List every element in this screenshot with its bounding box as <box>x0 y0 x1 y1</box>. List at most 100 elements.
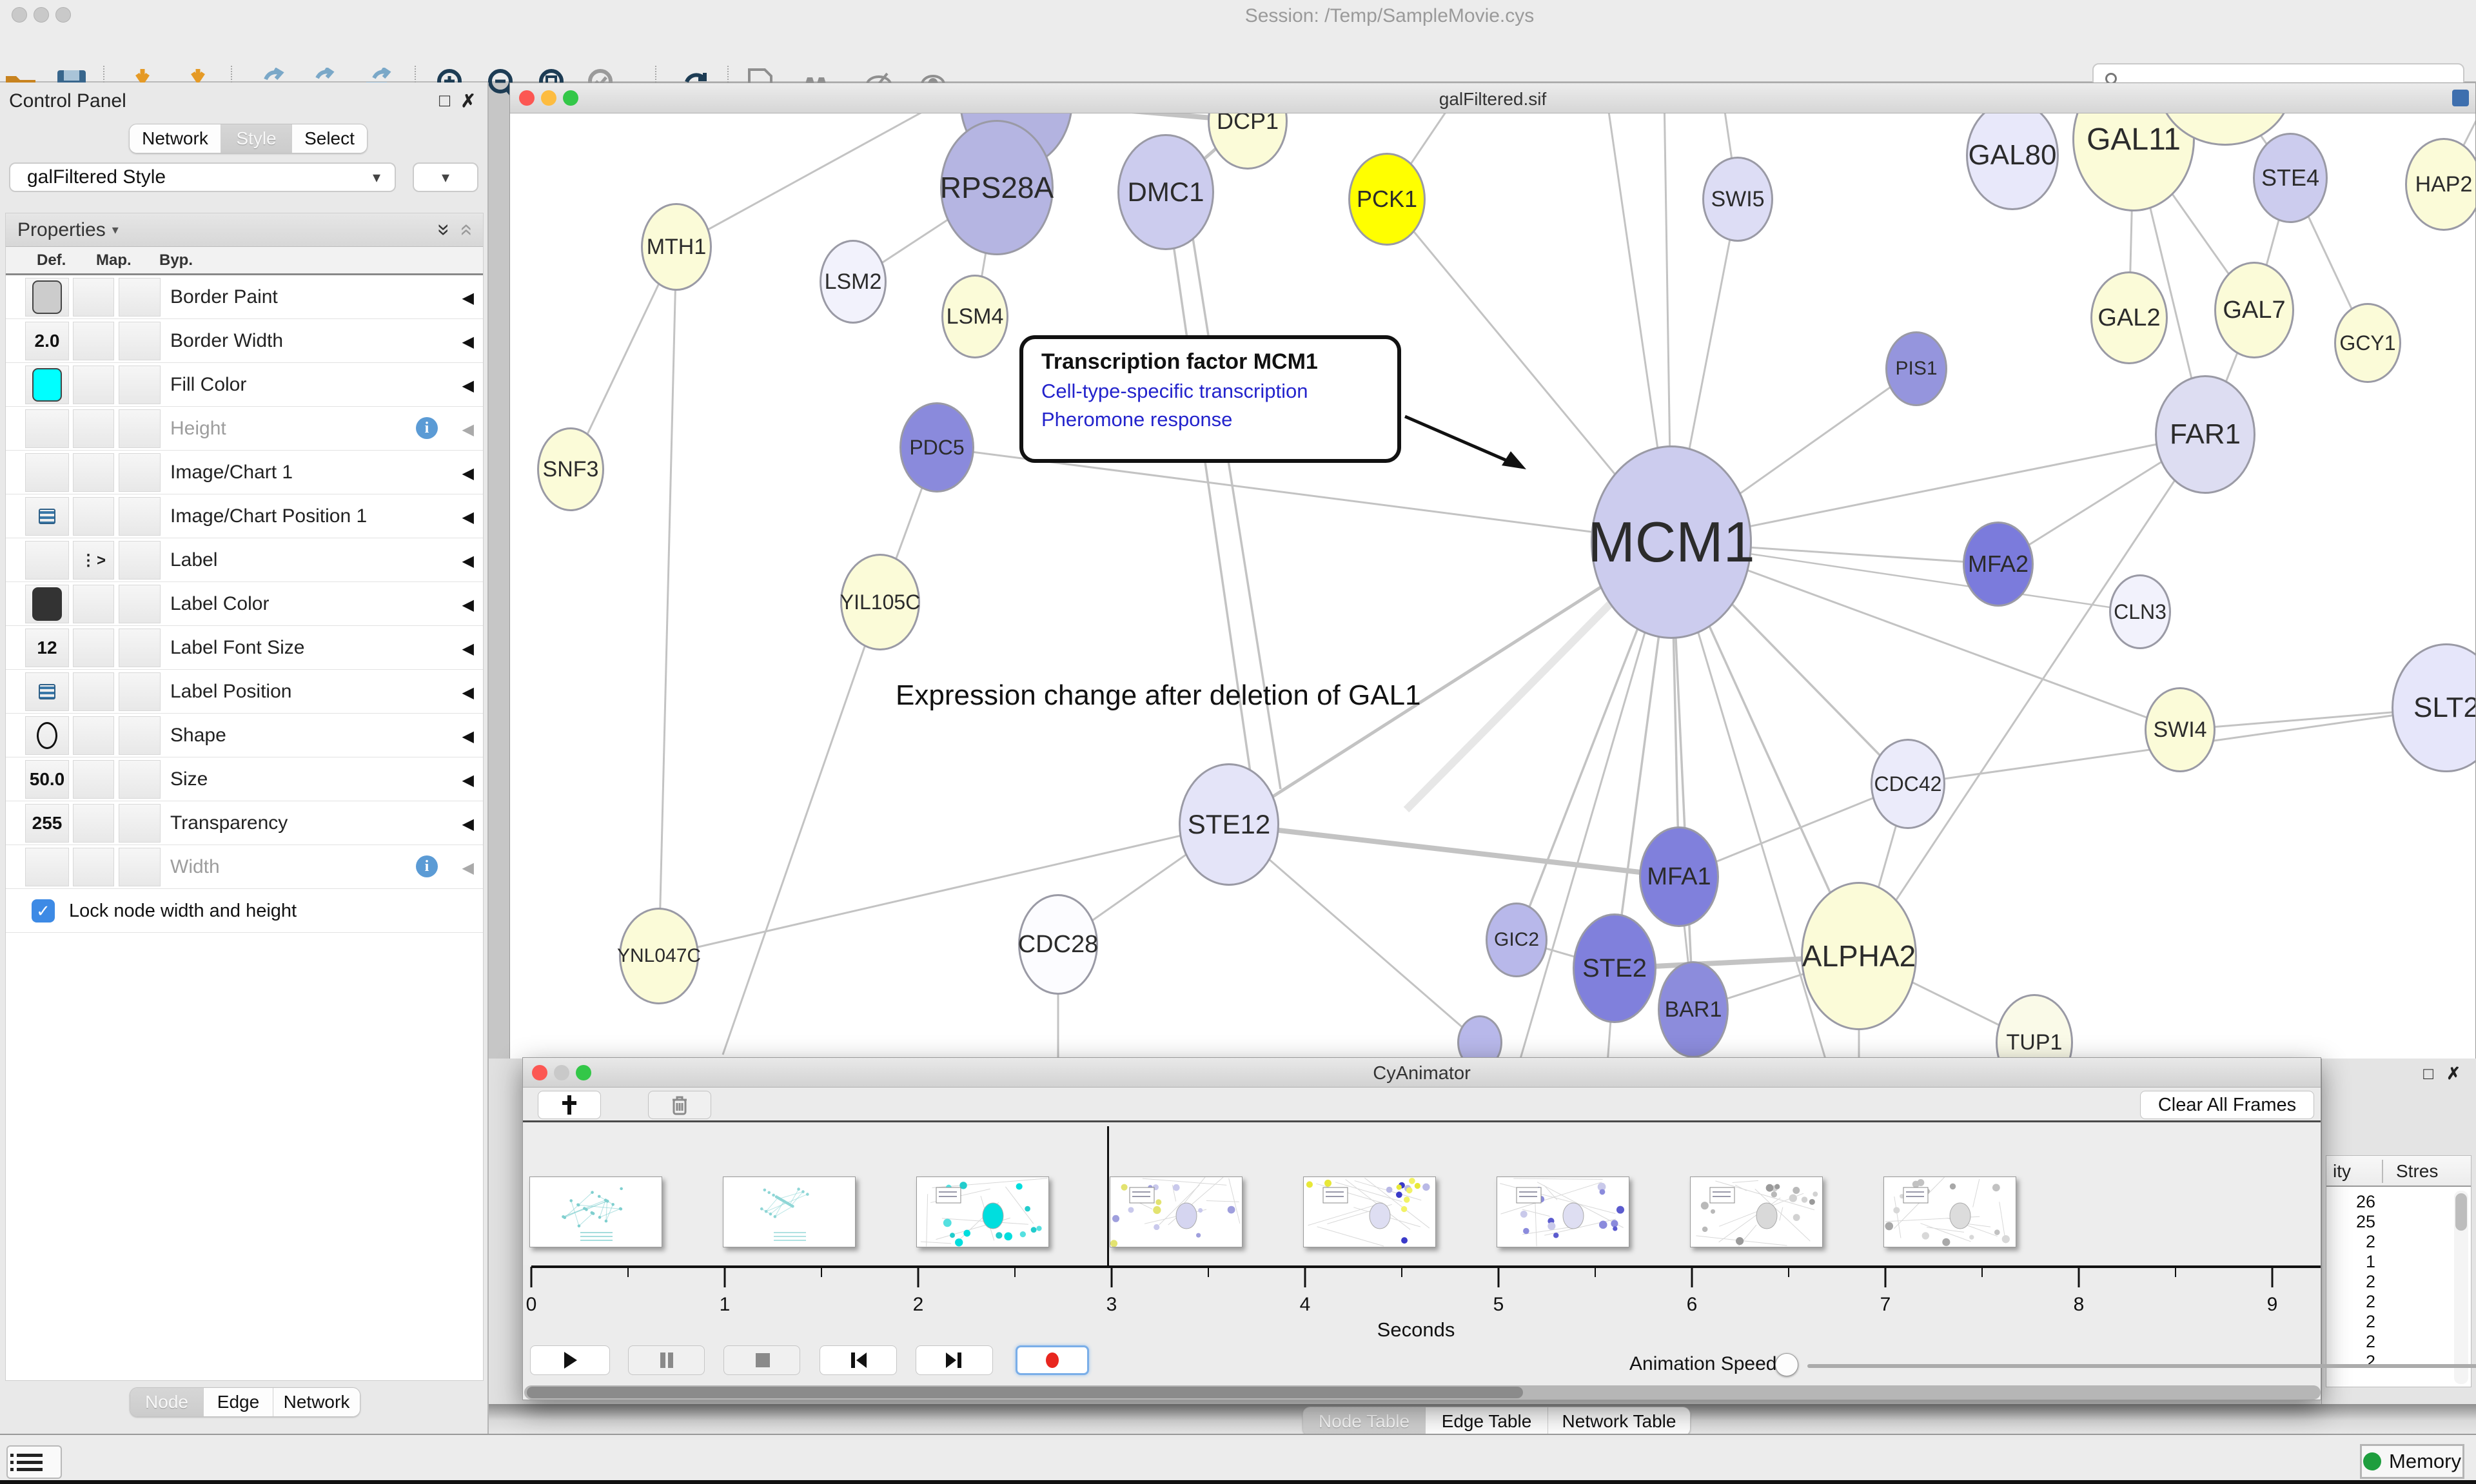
window-close-button[interactable] <box>12 7 27 23</box>
lock-node-size-checkbox[interactable]: ✓ <box>32 899 55 923</box>
byp-cell[interactable] <box>119 804 161 843</box>
network-node-yil105c[interactable]: YIL105C <box>840 554 920 650</box>
timeline-ruler[interactable] <box>523 1265 2322 1294</box>
panel-close-icon[interactable]: ✗ <box>2446 1064 2461 1083</box>
byp-cell[interactable] <box>119 409 161 448</box>
property-row-width[interactable]: Width i ◀ <box>6 845 483 889</box>
def-cell[interactable]: 50.0 <box>25 760 69 799</box>
network-node-gic2[interactable]: GIC2 <box>1486 903 1548 977</box>
memory-button[interactable]: Memory <box>2360 1444 2464 1479</box>
cyanimator-close-button[interactable] <box>532 1065 547 1080</box>
network-node-lsm4[interactable]: LSM4 <box>941 275 1008 358</box>
network-node-hap2[interactable]: HAP2 <box>2405 138 2475 231</box>
column-centrality[interactable]: ity <box>2333 1161 2351 1181</box>
table-row[interactable]: 2 <box>2365 1232 2375 1251</box>
window-zoom-button[interactable] <box>55 7 71 23</box>
property-row-border-width[interactable]: 2.0 Border Width ◀ <box>6 319 483 363</box>
table-row[interactable]: 25 <box>2355 1212 2375 1231</box>
table-row[interactable]: 2 <box>2365 1332 2375 1351</box>
task-history-button[interactable] <box>6 1445 62 1479</box>
expand-property-icon[interactable]: ◀ <box>462 815 474 833</box>
def-cell[interactable]: 2.0 <box>25 322 69 360</box>
property-row-label-font-size[interactable]: 12 Label Font Size ◀ <box>6 626 483 670</box>
network-node-alpha2[interactable]: ALPHA2 <box>1801 882 1917 1030</box>
table-row[interactable]: 2 <box>2365 1272 2375 1291</box>
byp-cell[interactable] <box>119 848 161 886</box>
network-node-gcy1[interactable]: GCY1 <box>2334 303 2401 383</box>
network-node-snf3[interactable]: SNF3 <box>537 427 604 511</box>
byp-cell[interactable] <box>119 672 161 711</box>
network-node-cdc28[interactable]: CDC28 <box>1018 894 1098 995</box>
byp-cell[interactable] <box>119 760 161 799</box>
def-cell[interactable]: 12 <box>25 629 69 667</box>
cyanimator-hscrollbar[interactable] <box>524 1385 2321 1400</box>
tab-style[interactable]: Style <box>221 124 292 153</box>
record-button[interactable] <box>1016 1345 1089 1375</box>
tab-node-table[interactable]: Node Table <box>1303 1407 1426 1436</box>
add-frame-button[interactable] <box>538 1091 601 1119</box>
map-cell[interactable] <box>73 366 114 404</box>
tab-edge[interactable]: Edge <box>204 1388 273 1416</box>
style-options-button[interactable]: ▾ <box>413 162 478 192</box>
expand-property-icon[interactable]: ◀ <box>462 684 474 701</box>
def-cell[interactable] <box>25 453 69 492</box>
map-cell[interactable] <box>73 278 114 317</box>
map-cell[interactable] <box>73 672 114 711</box>
property-row-height[interactable]: Height i ◀ <box>6 407 483 451</box>
pause-button[interactable] <box>628 1345 705 1375</box>
frame-thumbnail-4[interactable] <box>1303 1176 1436 1247</box>
play-button[interactable] <box>530 1345 610 1375</box>
network-node-dmc1[interactable]: DMC1 <box>1117 134 1214 250</box>
property-row-image-chart-position-1[interactable]: Image/Chart Position 1 ◀ <box>6 494 483 538</box>
network-node-bar1[interactable]: BAR1 <box>1658 961 1729 1058</box>
network-node-ste2[interactable]: STE2 <box>1573 913 1656 1023</box>
frame-thumbnail-0[interactable] <box>529 1176 662 1247</box>
network-node-ste12[interactable]: STE12 <box>1179 763 1279 886</box>
network-node-cdc42[interactable]: CDC42 <box>1871 739 1945 829</box>
def-cell[interactable]: 255 <box>25 804 69 843</box>
tab-node[interactable]: Node <box>130 1388 204 1416</box>
expand-property-icon[interactable]: ◀ <box>462 728 474 745</box>
def-cell[interactable] <box>25 278 69 317</box>
network-node-mfa2[interactable]: MFA2 <box>1963 522 2034 607</box>
tab-select[interactable]: Select <box>292 124 367 153</box>
column-stress[interactable]: Stres <box>2396 1161 2439 1181</box>
network-node-far1[interactable]: FAR1 <box>2155 375 2255 494</box>
map-cell[interactable] <box>73 322 114 360</box>
network-node-slt2[interactable]: SLT2 <box>2392 643 2475 772</box>
column-divider[interactable] <box>2382 1160 2383 1183</box>
info-icon[interactable]: i <box>416 855 438 877</box>
network-caption[interactable]: Expression change after deletion of GAL1 <box>896 679 1421 711</box>
byp-cell[interactable] <box>119 629 161 667</box>
expand-property-icon[interactable]: ◀ <box>462 333 474 351</box>
map-cell[interactable] <box>73 497 114 536</box>
network-node-mth1[interactable]: MTH1 <box>641 203 712 291</box>
def-cell[interactable] <box>25 585 69 623</box>
tab-network[interactable]: Network <box>273 1388 360 1416</box>
byp-cell[interactable] <box>119 497 161 536</box>
table-row[interactable]: 2 <box>2365 1352 2375 1371</box>
network-node-swi4[interactable]: SWI4 <box>2145 687 2216 772</box>
def-cell[interactable] <box>25 848 69 886</box>
map-cell[interactable] <box>73 453 114 492</box>
network-node-ste4[interactable]: STE4 <box>2253 133 2328 223</box>
def-cell[interactable] <box>25 541 69 580</box>
panel-float-icon[interactable]: □ <box>2423 1064 2433 1083</box>
property-row-fill-color[interactable]: Fill Color ◀ <box>6 363 483 407</box>
def-cell[interactable] <box>25 366 69 404</box>
timeline-playhead[interactable] <box>1107 1126 1109 1265</box>
network-node-mfa1[interactable]: MFA1 <box>1639 826 1719 927</box>
cyanimator-zoom-button[interactable] <box>576 1065 591 1080</box>
animation-speed-slider[interactable] <box>1807 1364 2476 1368</box>
property-row-shape[interactable]: Shape ◀ <box>6 714 483 757</box>
expand-property-icon[interactable]: ◀ <box>462 859 474 877</box>
network-node-pis1[interactable]: PIS1 <box>1885 331 1947 406</box>
byp-cell[interactable] <box>119 366 161 404</box>
property-row-transparency[interactable]: 255 Transparency ◀ <box>6 801 483 845</box>
table-row[interactable]: 2 <box>2365 1312 2375 1331</box>
panel-float-icon[interactable]: □ <box>439 90 450 110</box>
frame-thumbnail-2[interactable] <box>916 1176 1049 1247</box>
network-window-titlebar[interactable]: galFiltered.sif <box>510 83 2475 113</box>
frame-thumbnail-7[interactable] <box>1883 1176 2016 1247</box>
stop-button[interactable] <box>723 1345 800 1375</box>
